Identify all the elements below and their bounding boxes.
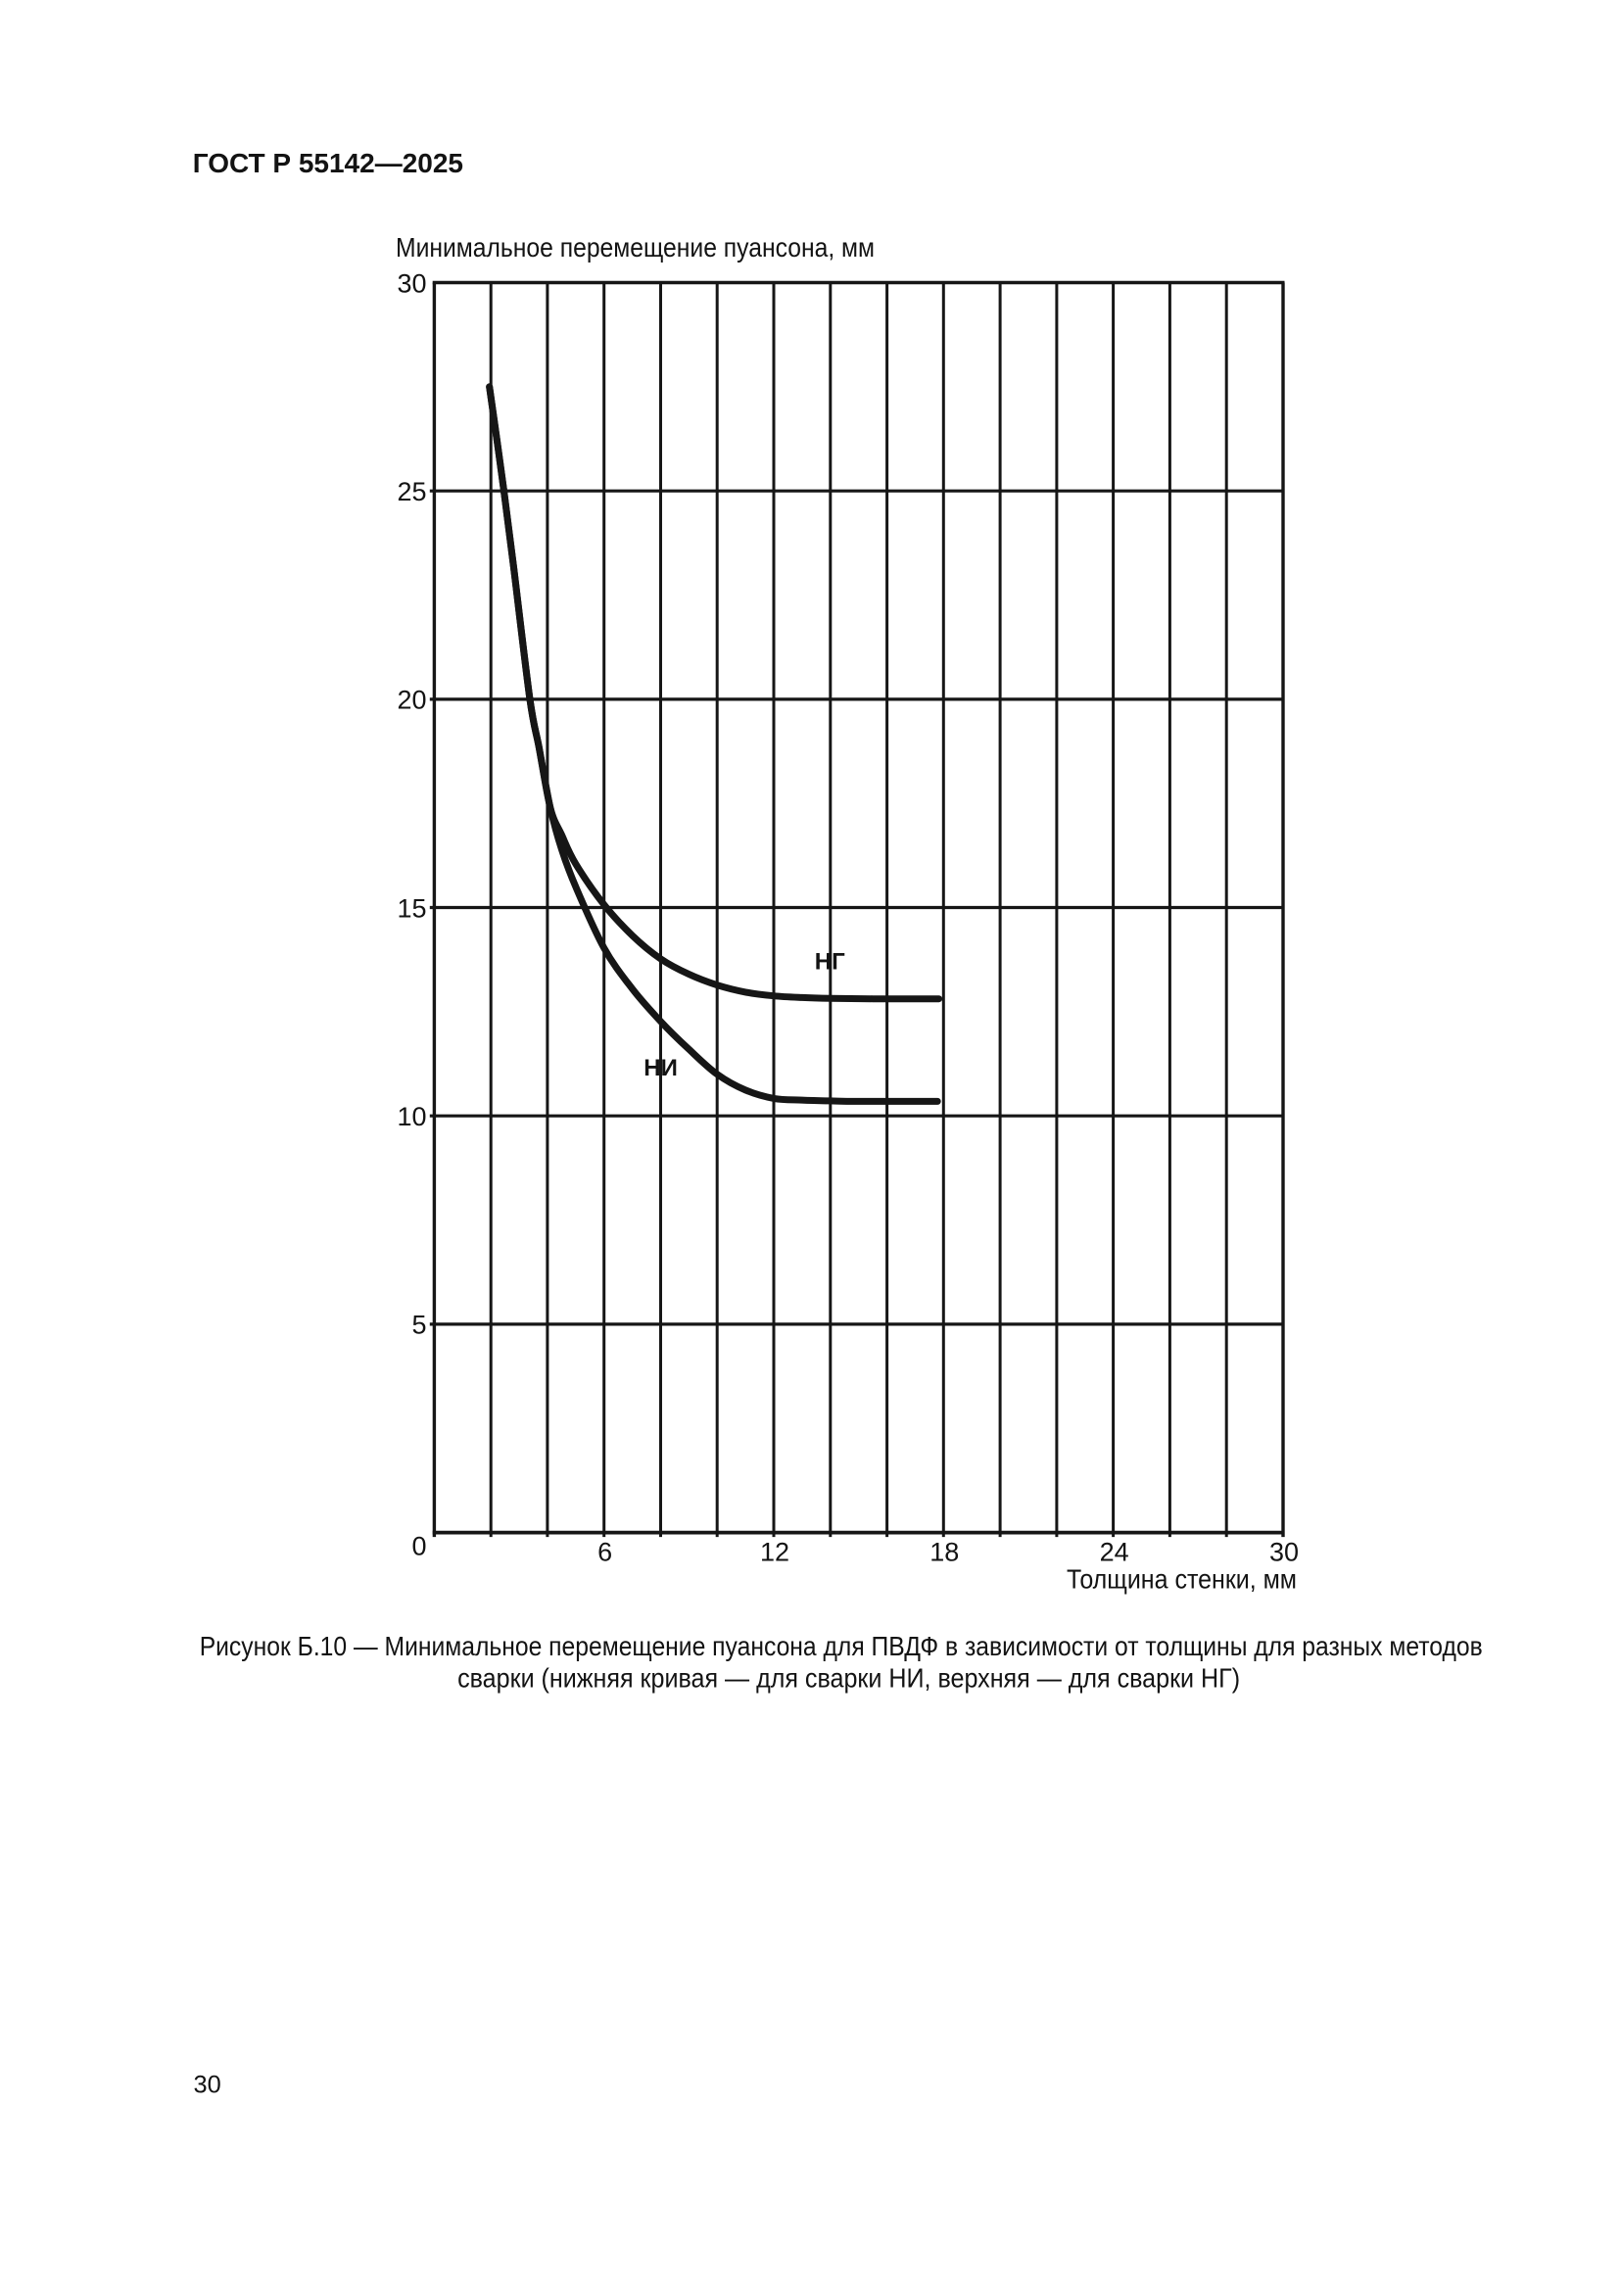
svg-text:25: 25	[397, 477, 426, 506]
svg-text:5: 5	[411, 1311, 426, 1340]
svg-text:20: 20	[397, 686, 426, 715]
svg-text:Минимальное перемещение пуансо: Минимальное перемещение пуансона, мм	[396, 232, 875, 263]
svg-text:ГОСТ Р 55142—2025: ГОСТ Р 55142—2025	[193, 148, 463, 178]
svg-text:НГ: НГ	[815, 949, 845, 976]
svg-text:12: 12	[760, 1538, 789, 1567]
svg-text:10: 10	[397, 1102, 426, 1131]
svg-text:сварки (нижняя кривая — для св: сварки (нижняя кривая — для сварки НИ, в…	[457, 1663, 1240, 1694]
svg-text:24: 24	[1100, 1538, 1129, 1567]
svg-text:15: 15	[397, 893, 426, 923]
svg-text:Толщина стенки, мм: Толщина стенки, мм	[1067, 1564, 1297, 1595]
svg-text:НИ: НИ	[643, 1055, 678, 1081]
svg-text:30: 30	[1269, 1538, 1299, 1567]
svg-text:30: 30	[194, 2071, 221, 2098]
svg-text:0: 0	[411, 1532, 426, 1561]
svg-text:Рисунок Б.10 — Минимальное пер: Рисунок Б.10 — Минимальное перемещение п…	[200, 1631, 1483, 1661]
svg-text:30: 30	[397, 268, 426, 298]
svg-text:18: 18	[929, 1538, 959, 1567]
svg-text:6: 6	[597, 1538, 612, 1567]
